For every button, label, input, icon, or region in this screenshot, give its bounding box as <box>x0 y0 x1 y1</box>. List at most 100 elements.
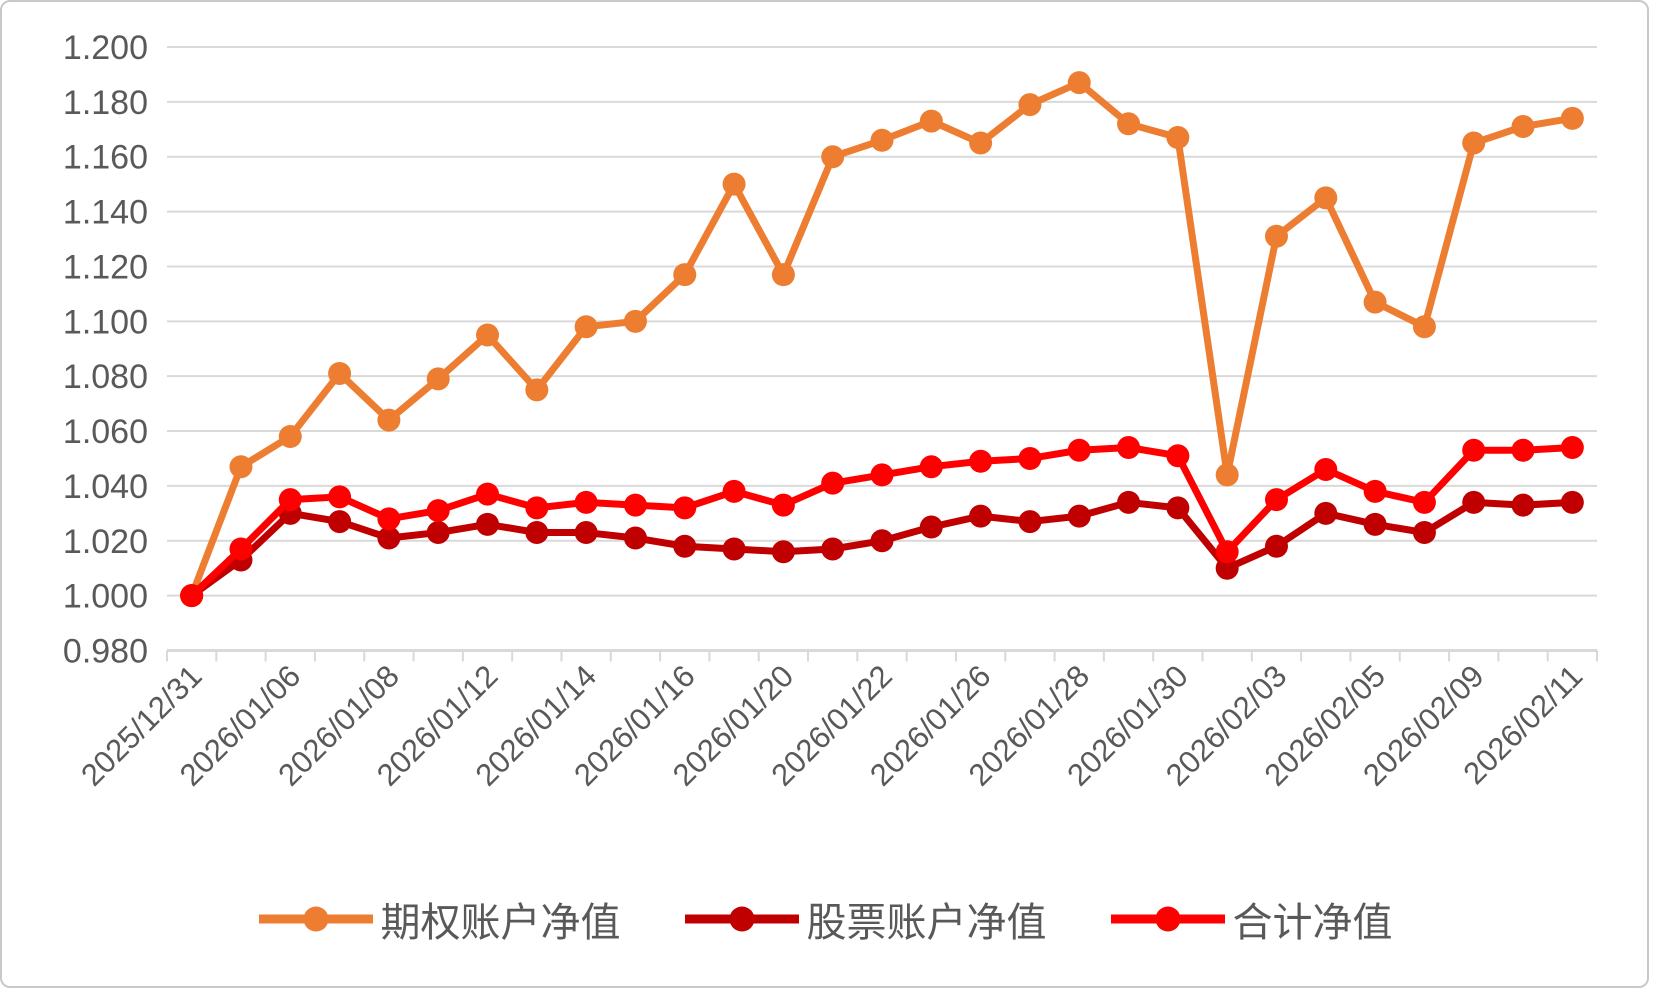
series-1-point-14 <box>870 529 894 553</box>
series-1-point-3 <box>328 510 352 534</box>
series-0-point-18 <box>1067 71 1091 95</box>
legend-label-stock-account-nav: 股票账户净值 <box>806 901 1047 945</box>
series-0-point-22 <box>1264 224 1288 248</box>
series-2-point-8 <box>574 490 598 514</box>
series-2-point-13 <box>821 471 845 495</box>
legend-item-option-account-nav: 期权账户净值 <box>257 890 621 948</box>
y-axis-tick-label: 1.060 <box>63 413 148 451</box>
series-0-point-3 <box>328 361 352 385</box>
series-1-point-25 <box>1412 521 1436 545</box>
y-axis-tick-label: 1.200 <box>63 29 148 67</box>
y-axis-tick-label: 1.120 <box>63 248 148 286</box>
series-0-point-12 <box>771 263 795 287</box>
series-0-point-1 <box>229 455 253 479</box>
series-0-point-10 <box>673 263 697 287</box>
series-1-point-19 <box>1117 490 1141 514</box>
series-1-point-5 <box>426 521 450 545</box>
legend-marker-stock-icon <box>684 906 799 932</box>
y-axis-tick-label: 1.180 <box>63 84 148 122</box>
series-2-point-26 <box>1462 438 1486 462</box>
series-0-point-6 <box>476 323 500 347</box>
series-0-point-8 <box>574 315 598 339</box>
series-2-point-28 <box>1560 436 1584 460</box>
series-1-point-15 <box>919 515 943 539</box>
series-0-point-21 <box>1215 463 1239 487</box>
series-0-point-26 <box>1462 131 1486 155</box>
series-2-point-7 <box>525 496 549 520</box>
y-axis-tick-label: 1.100 <box>63 303 148 341</box>
series-0-point-5 <box>426 367 450 391</box>
series-1-point-16 <box>969 504 993 528</box>
series-0-point-4 <box>377 408 401 432</box>
series-0-point-15 <box>919 109 943 133</box>
series-2-point-20 <box>1166 444 1190 468</box>
series-1-point-22 <box>1264 534 1288 558</box>
legend-item-total-nav: 合计净值 <box>1109 890 1393 948</box>
series-1-point-26 <box>1462 490 1486 514</box>
series-0-point-20 <box>1166 126 1190 150</box>
series-1-point-11 <box>722 537 746 561</box>
series-0-point-16 <box>969 131 993 155</box>
y-axis-tick-label: 1.020 <box>63 523 148 561</box>
series-2-point-16 <box>969 449 993 473</box>
series-1-point-18 <box>1067 504 1091 528</box>
y-axis-tick-label: 1.160 <box>63 139 148 177</box>
series-2-point-2 <box>278 488 302 512</box>
chart-legend: 期权账户净值 股票账户净值 合计净值 <box>2 890 1647 948</box>
series-1-point-13 <box>821 537 845 561</box>
series-0-point-19 <box>1117 112 1141 136</box>
series-2-point-18 <box>1067 438 1091 462</box>
series-0-point-24 <box>1363 290 1387 314</box>
series-2-point-25 <box>1412 490 1436 514</box>
series-1-point-27 <box>1511 493 1535 517</box>
series-2-point-1 <box>229 537 253 561</box>
series-1-point-20 <box>1166 496 1190 520</box>
series-1-point-7 <box>525 521 549 545</box>
series-1-point-10 <box>673 534 697 558</box>
series-0-point-14 <box>870 128 894 152</box>
series-2-point-12 <box>771 493 795 517</box>
series-0-point-27 <box>1511 115 1535 139</box>
series-2-point-3 <box>328 485 352 509</box>
series-2-point-14 <box>870 463 894 487</box>
series-2-point-6 <box>476 482 500 506</box>
series-2-point-22 <box>1264 488 1288 512</box>
series-2-point-9 <box>623 493 647 517</box>
series-1-point-17 <box>1018 510 1042 534</box>
series-2-point-21 <box>1215 540 1239 564</box>
y-axis-tick-label: 1.080 <box>63 358 148 396</box>
series-0-point-11 <box>722 172 746 196</box>
series-1-point-23 <box>1314 501 1338 525</box>
legend-dot <box>729 906 754 932</box>
y-axis-tick-label: 1.000 <box>63 578 148 616</box>
y-axis-tick-label: 1.140 <box>63 194 148 232</box>
series-0-point-9 <box>623 309 647 333</box>
y-axis-tick-label: 1.040 <box>63 468 148 506</box>
series-1-point-12 <box>771 540 795 564</box>
series-2-point-11 <box>722 479 746 503</box>
series-0-point-28 <box>1560 106 1584 130</box>
series-0-point-23 <box>1314 186 1338 210</box>
legend-dot <box>303 906 328 932</box>
series-2-point-24 <box>1363 479 1387 503</box>
series-0-point-17 <box>1018 93 1042 117</box>
series-1-point-8 <box>574 521 598 545</box>
y-axis-tick-label: 0.980 <box>63 633 148 671</box>
series-0-point-2 <box>278 425 302 449</box>
series-1-point-4 <box>377 526 401 550</box>
series-1-point-24 <box>1363 512 1387 536</box>
series-2-point-10 <box>673 496 697 520</box>
series-0-point-7 <box>525 378 549 402</box>
series-1-point-6 <box>476 512 500 536</box>
series-1-point-28 <box>1560 490 1584 514</box>
series-2-point-5 <box>426 499 450 523</box>
series-2-point-0 <box>180 584 204 608</box>
legend-item-stock-account-nav: 股票账户净值 <box>683 890 1047 948</box>
legend-dot <box>1155 906 1180 932</box>
series-2-point-15 <box>919 455 943 479</box>
series-2-point-19 <box>1117 436 1141 460</box>
legend-marker-option-icon <box>258 906 373 932</box>
series-2-point-4 <box>377 507 401 531</box>
